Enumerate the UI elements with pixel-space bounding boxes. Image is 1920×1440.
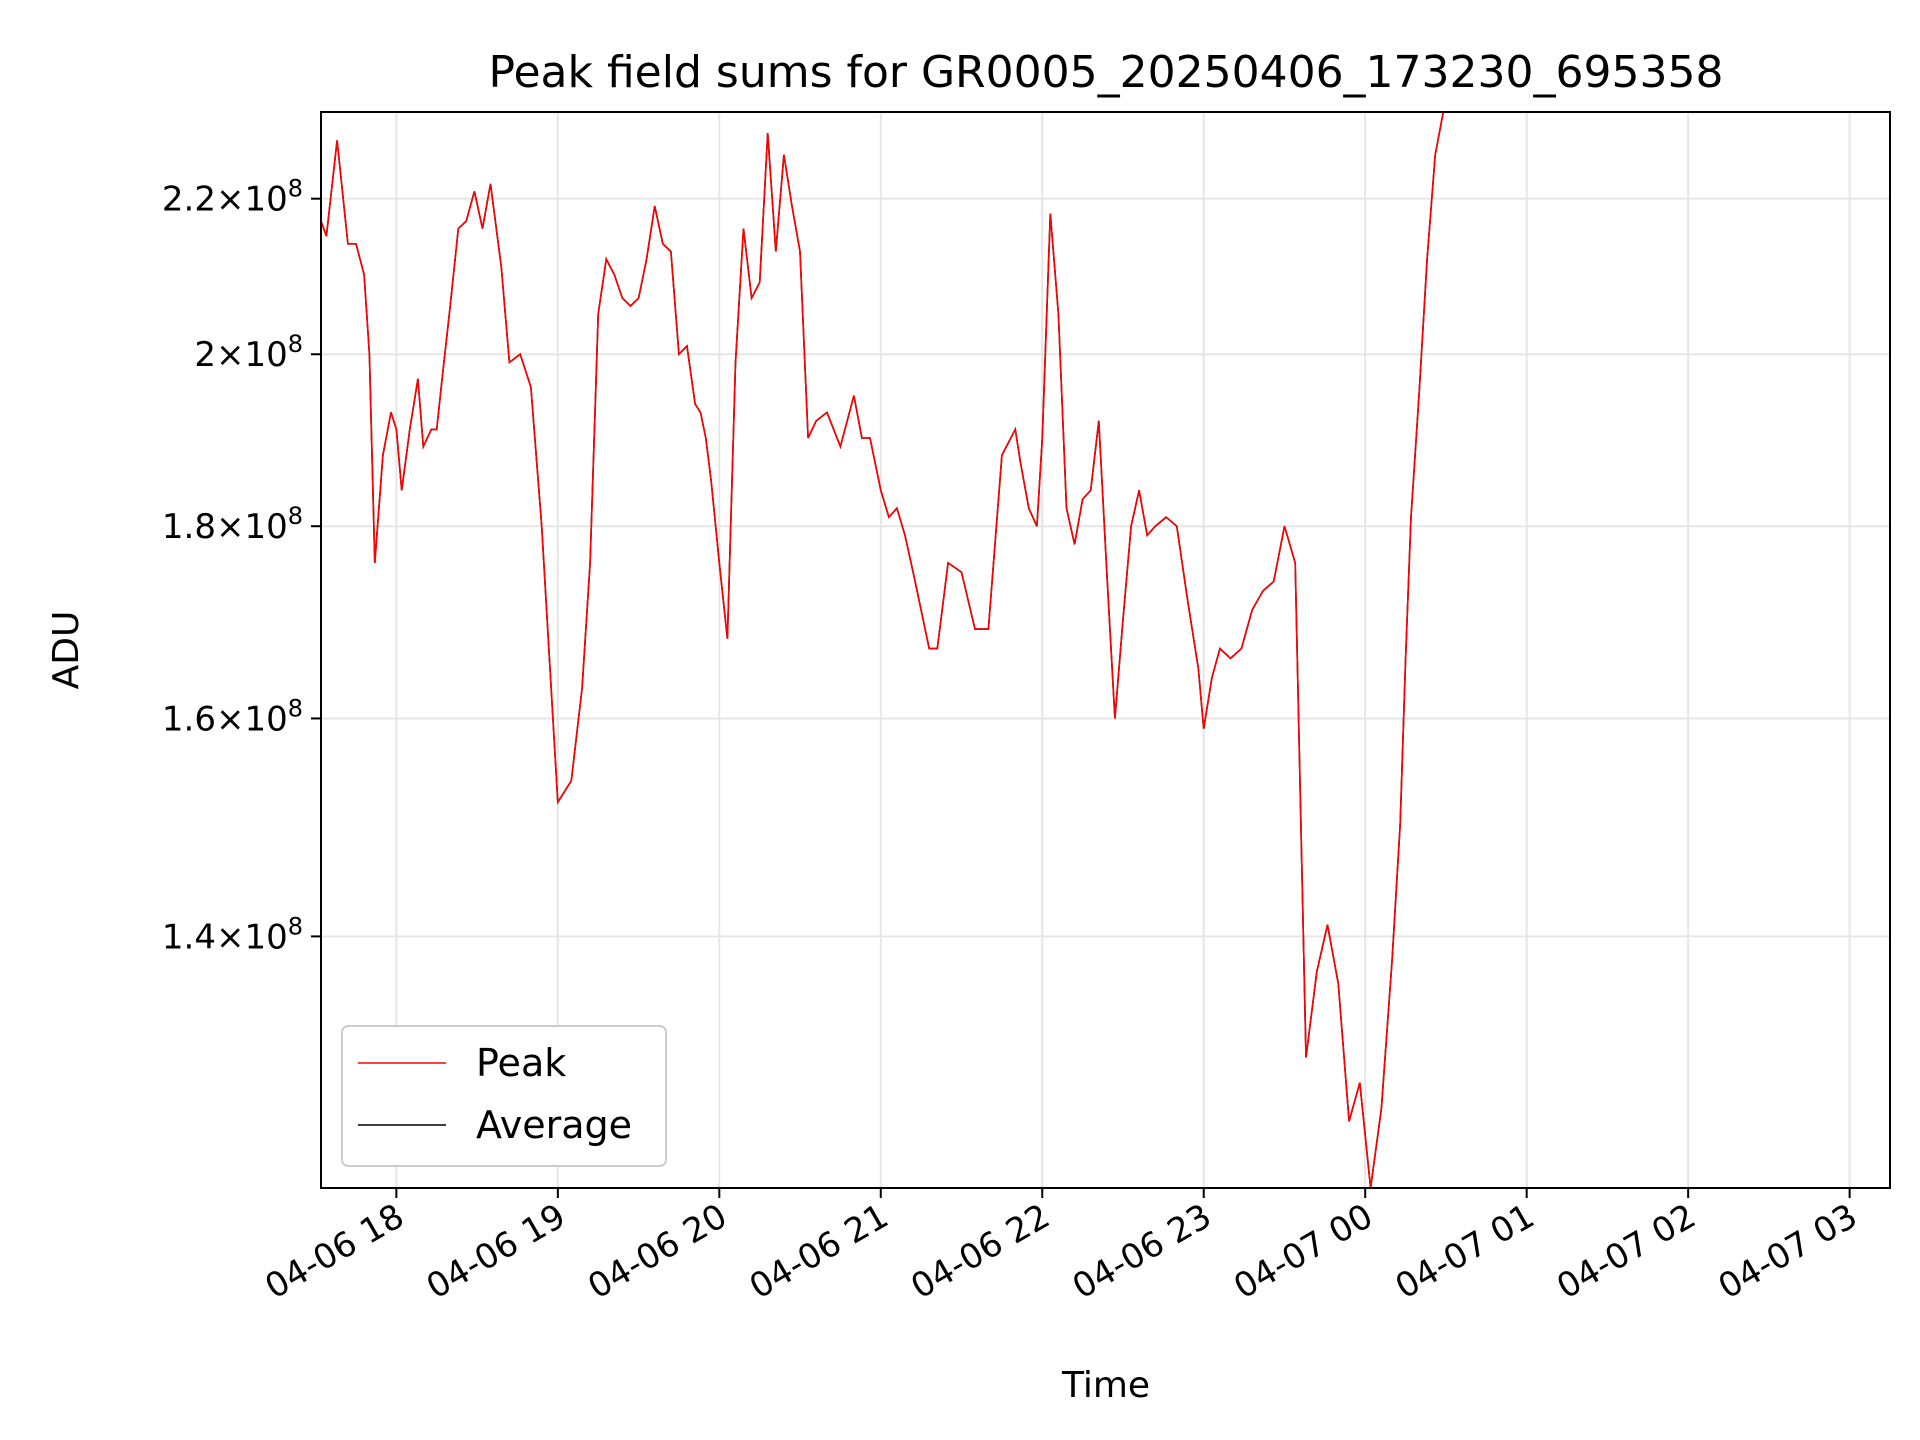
y-tick-label: 2.2×108: [162, 175, 303, 220]
chart-title: Peak field sums for GR0005_20250406_1732…: [489, 47, 1724, 98]
legend-label: Average: [476, 1103, 632, 1147]
legend-label: Peak: [476, 1041, 566, 1085]
plot-frame: [320, 111, 1891, 1189]
legend: Peak Average: [341, 1025, 667, 1167]
y-tick-label: 1.8×108: [162, 502, 303, 547]
legend-frame: [341, 1025, 667, 1167]
y-tick-label: 2×108: [194, 330, 303, 375]
y-axis-label: ADU: [46, 611, 87, 690]
y-tick-label: 1.4×108: [162, 912, 303, 957]
series-layer: [321, 112, 1890, 1188]
x-axis-label: Time: [1061, 1365, 1150, 1406]
grid: [321, 112, 1890, 1188]
y-axis: 1.4×108 1.6×108 1.8×108 2×108 2.2×108: [162, 175, 321, 957]
y-tick-label: 1.6×108: [162, 694, 303, 739]
series-line-peak: [321, 112, 1890, 1188]
